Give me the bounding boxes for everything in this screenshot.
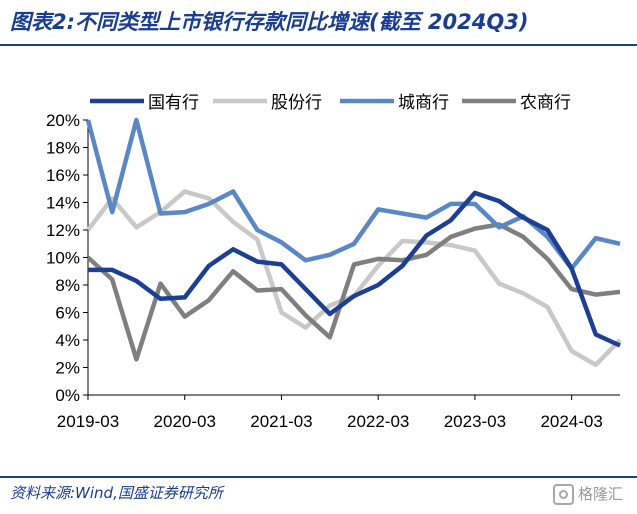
legend-label-2: 城商行: [398, 93, 449, 113]
footer-divider: [0, 476, 637, 478]
y-tick-label: 12%: [46, 221, 80, 240]
x-tick-label: 2022-03: [347, 412, 409, 431]
source-note: 资料来源:Wind,国盛证券研究所: [10, 484, 223, 502]
watermark-text: 格隆汇: [577, 485, 623, 503]
series-line-2: [85, 117, 621, 271]
x-tick-label: 2020-03: [154, 412, 216, 431]
y-tick-label: 20%: [46, 111, 80, 130]
y-tick-label: 2%: [55, 359, 80, 378]
legend-label-3: 农商行: [520, 93, 571, 113]
series-line-0: [88, 190, 621, 348]
chart-axes: 0% 2% 4% 6% 8% 10% 12% 14% 16% 18% 20% 2019-03 2020-…: [46, 111, 620, 431]
y-tick-label: 10%: [46, 249, 80, 268]
legend-label-0: 国有行: [148, 93, 199, 113]
watermark-logo-icon: [552, 484, 574, 505]
series-line-1: [86, 189, 622, 368]
x-tick-label: 2024-03: [540, 412, 602, 431]
y-tick-label: 8%: [55, 276, 80, 295]
figure-title: 图表2:不同类型上市银行存款同比增速(截至 2024Q3): [10, 10, 529, 34]
x-tick-label: 2023-03: [444, 412, 506, 431]
x-tick-label: 2021-03: [250, 412, 312, 431]
y-tick-label: 0%: [55, 386, 80, 405]
series-line-3: [86, 222, 621, 362]
chart-series: [85, 117, 622, 368]
y-tick-label: 4%: [55, 331, 80, 350]
legend-label-1: 股份行: [271, 93, 322, 113]
x-tick-label: 2019-03: [57, 412, 119, 431]
watermark: 格隆汇: [552, 483, 623, 505]
chart-svg: 0% 2% 4% 6% 8% 10% 12% 14% 16% 18% 20% 2019-03 2020-…: [46, 93, 622, 431]
y-tick-label: 6%: [55, 304, 80, 323]
y-tick-label: 14%: [46, 194, 80, 213]
chart-legend: 国有行 股份行 城商行 农商行: [90, 93, 571, 113]
y-tick-label: 16%: [46, 166, 80, 185]
y-tick-label: 18%: [46, 139, 80, 158]
title-bar: 图表2:不同类型上市银行存款同比增速(截至 2024Q3): [0, 0, 637, 46]
